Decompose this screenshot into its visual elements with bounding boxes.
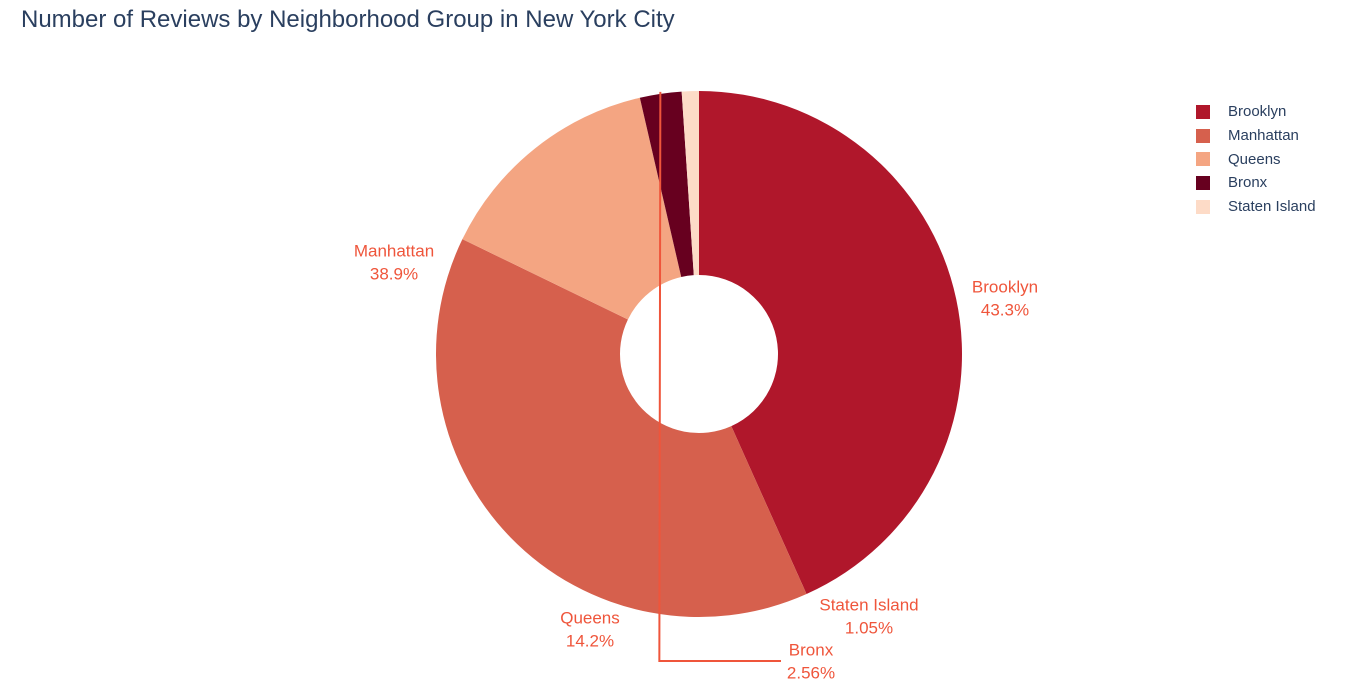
legend-swatch xyxy=(1196,128,1210,143)
slice-labels: Brooklyn 43.3% Manhattan 38.9% Queens 14.2% Br… xyxy=(354,241,1038,682)
legend-swatch xyxy=(1196,152,1210,167)
legend-swatch xyxy=(1196,104,1210,119)
slice-label-name: Staten Island xyxy=(819,595,918,614)
legend-item-staten-island[interactable]: Staten Island xyxy=(1196,195,1316,219)
slice-label-percent: 43.3% xyxy=(981,300,1029,319)
legend-item-bronx[interactable]: Bronx xyxy=(1196,171,1316,195)
slice-label-percent: 2.56% xyxy=(787,663,835,682)
legend-label: Brooklyn xyxy=(1228,103,1287,121)
pie-slice-manhattan[interactable] xyxy=(436,239,807,618)
slice-label-percent: 14.2% xyxy=(566,631,614,650)
pie-slices xyxy=(436,91,963,618)
legend-label: Queens xyxy=(1228,150,1281,168)
legend-label: Staten Island xyxy=(1228,198,1316,216)
slice-label-percent: 1.05% xyxy=(845,618,893,637)
slice-label-name: Brooklyn xyxy=(972,277,1038,296)
slice-label-name: Bronx xyxy=(789,640,834,659)
leader-line-bronx xyxy=(658,91,781,662)
pie-slice-brooklyn[interactable] xyxy=(699,91,963,595)
legend-label: Bronx xyxy=(1228,174,1268,192)
chart-title: Number of Reviews by Neighborhood Group … xyxy=(21,6,675,33)
legend-item-queens[interactable]: Queens xyxy=(1196,147,1316,171)
legend-swatch xyxy=(1196,175,1210,190)
legend: Brooklyn Manhattan Queens Bronx Staten I… xyxy=(1196,100,1316,218)
slice-label-percent: 38.9% xyxy=(370,264,418,283)
leader-lines xyxy=(658,91,781,662)
pie-slice-bronx[interactable] xyxy=(639,91,694,278)
legend-swatch xyxy=(1196,199,1210,214)
pie-slice-queens[interactable] xyxy=(462,97,682,320)
legend-label: Manhattan xyxy=(1228,127,1299,145)
pie-slice-staten-island[interactable] xyxy=(681,91,699,276)
slice-label-name: Queens xyxy=(560,608,620,627)
legend-item-manhattan[interactable]: Manhattan xyxy=(1196,124,1316,148)
legend-item-brooklyn[interactable]: Brooklyn xyxy=(1196,100,1316,124)
slice-label-name: Manhattan xyxy=(354,241,434,260)
